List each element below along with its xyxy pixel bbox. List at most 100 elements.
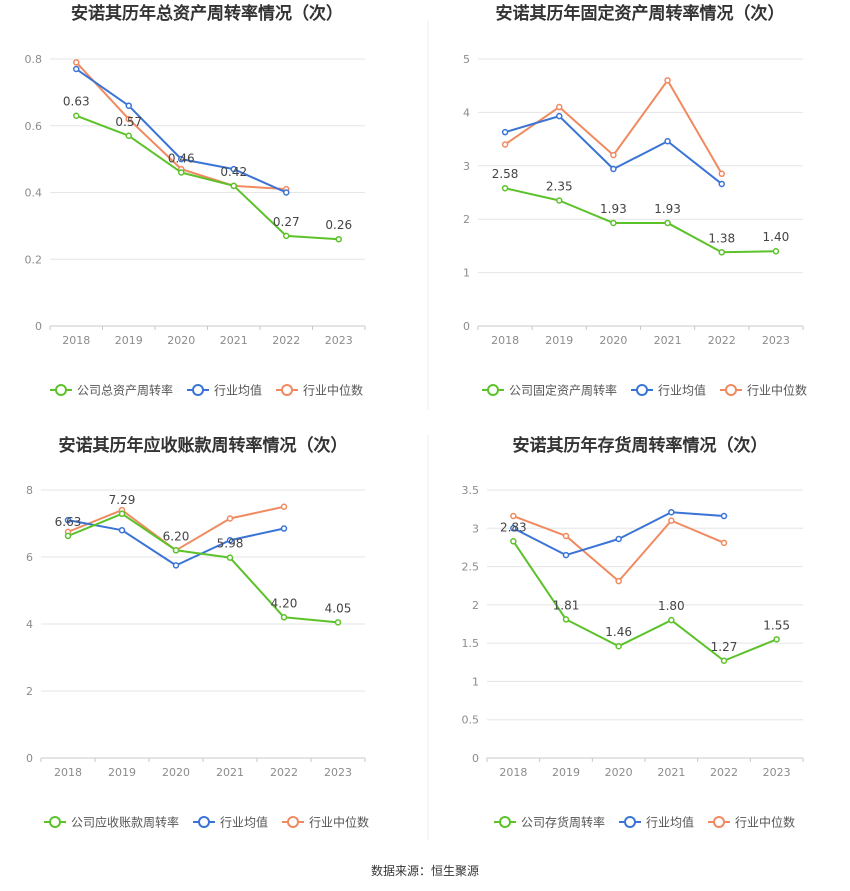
- legend-marker-icon: [281, 384, 293, 396]
- data-point-median: [615, 577, 622, 585]
- legend-item-avg: 行业均值: [187, 383, 262, 398]
- data-point-company: [334, 619, 342, 626]
- data-label: 2.35: [546, 180, 573, 194]
- data-label: 0.27: [273, 215, 300, 229]
- data-point-company: [772, 247, 780, 255]
- x-tick-label: 2020: [162, 766, 190, 779]
- legend-marker-icon: [624, 816, 636, 828]
- legend-label: 行业中位数: [747, 383, 807, 398]
- y-tick-label: 2.5: [462, 561, 480, 574]
- legend-item-median: 行业中位数: [276, 383, 363, 398]
- data-point-company: [230, 182, 237, 190]
- data-point-company: [125, 132, 132, 140]
- data-point-company: [335, 235, 342, 243]
- y-tick-label: 3: [463, 160, 470, 173]
- data-point-company: [615, 642, 622, 650]
- x-tick-label: 2023: [762, 334, 790, 347]
- series-line-avg: [512, 511, 725, 557]
- x-tick-label: 2020: [605, 766, 633, 779]
- x-tick-label: 2022: [270, 766, 298, 779]
- data-point-avg: [226, 537, 234, 544]
- data-label: 1.46: [605, 625, 632, 639]
- legend-label: 公司总资产周转率: [77, 383, 173, 398]
- data-point-company: [283, 232, 290, 240]
- data-point-median: [280, 503, 288, 510]
- data-label: 0.63: [63, 95, 90, 109]
- data-point-avg: [720, 512, 728, 520]
- legend-marker-icon: [499, 816, 511, 828]
- data-point-median: [668, 517, 675, 524]
- data-point-avg: [73, 65, 80, 73]
- legend-marker-icon: [192, 384, 204, 396]
- data-point-median: [562, 532, 570, 540]
- legend-label: 行业均值: [220, 815, 268, 830]
- data-point-company: [226, 554, 234, 561]
- x-tick-label: 2019: [115, 334, 143, 347]
- chart-title: 安诺其历年存货周转率情况（次）: [513, 435, 768, 456]
- legend: 公司总资产周转率 行业均值 行业中位数: [50, 383, 363, 398]
- y-tick-label: 4: [26, 618, 33, 631]
- data-point-company: [118, 510, 126, 518]
- legend-label: 行业中位数: [309, 815, 369, 830]
- x-tick-label: 2023: [325, 334, 353, 347]
- series-line-company: [512, 540, 778, 662]
- legend-item-avg: 行业均值: [193, 815, 268, 830]
- data-point-avg: [615, 535, 622, 543]
- data-point-avg: [562, 551, 570, 559]
- data-label: 1.80: [658, 599, 685, 613]
- data-point-avg: [501, 128, 509, 136]
- legend-label: 行业中位数: [735, 815, 795, 830]
- legend: 公司存货周转率 行业均值 行业中位数: [494, 815, 795, 830]
- data-point-median: [720, 539, 728, 547]
- y-tick-label: 6: [26, 551, 33, 564]
- data-label: 2.83: [500, 520, 527, 534]
- data-point-avg: [230, 165, 237, 173]
- legend-label: 公司固定资产周转率: [509, 383, 617, 398]
- data-point-company: [172, 547, 180, 554]
- legend-item-median: 行业中位数: [282, 815, 369, 830]
- data-label: 0.46: [168, 151, 195, 165]
- y-tick-label: 8: [26, 484, 33, 497]
- legend-item-median: 行业中位数: [720, 383, 807, 398]
- x-tick-label: 2022: [272, 334, 300, 347]
- y-tick-label: 3.5: [462, 484, 480, 497]
- y-tick-label: 5: [463, 53, 470, 66]
- data-point-median: [501, 141, 509, 148]
- data-label: 1.55: [763, 618, 790, 632]
- data-label: 1.81: [553, 598, 580, 612]
- legend-marker-icon: [636, 384, 648, 396]
- y-tick-label: 2: [26, 685, 33, 698]
- legend-marker-icon: [713, 816, 725, 828]
- data-point-median: [610, 151, 617, 159]
- chart-panel-1: 安诺其历年总资产周转率情况（次） 0 0.2 0.4 0.6 0.8 2018 2019 202…: [25, 3, 366, 398]
- data-point-company: [280, 614, 288, 621]
- series-line-median: [504, 79, 723, 175]
- data-point-company: [510, 538, 517, 545]
- legend-label: 公司应收账款周转率: [71, 815, 179, 830]
- legend: 公司应收账款周转率 行业均值 行业中位数: [44, 815, 369, 830]
- data-source-note: 数据来源：恒生聚源: [370, 864, 479, 878]
- data-point-avg: [118, 526, 126, 534]
- data-label: 1.27: [711, 640, 738, 654]
- data-point-avg: [178, 155, 185, 163]
- x-tick-label: 2018: [62, 334, 90, 347]
- data-label: 0.26: [325, 218, 352, 232]
- x-tick-label: 2021: [657, 766, 685, 779]
- data-point-company: [773, 636, 780, 643]
- data-label: 1.93: [600, 202, 627, 216]
- data-point-median: [556, 103, 563, 111]
- x-tick-label: 2018: [54, 766, 82, 779]
- y-tick-label: 0.6: [25, 120, 43, 133]
- x-tick-label: 2021: [654, 334, 682, 347]
- legend-label: 公司存货周转率: [521, 815, 605, 830]
- chart-title: 安诺其历年应收账款周转率情况（次）: [59, 435, 348, 456]
- data-point-company: [556, 197, 563, 204]
- data-point-avg: [718, 180, 725, 188]
- data-label: 1.38: [708, 231, 735, 245]
- data-point-company: [178, 169, 185, 176]
- data-point-median: [73, 59, 80, 66]
- y-tick-label: 4: [463, 106, 470, 119]
- data-point-company: [718, 249, 725, 256]
- series-line-avg: [504, 115, 723, 185]
- legend-item-avg: 行业均值: [619, 815, 694, 830]
